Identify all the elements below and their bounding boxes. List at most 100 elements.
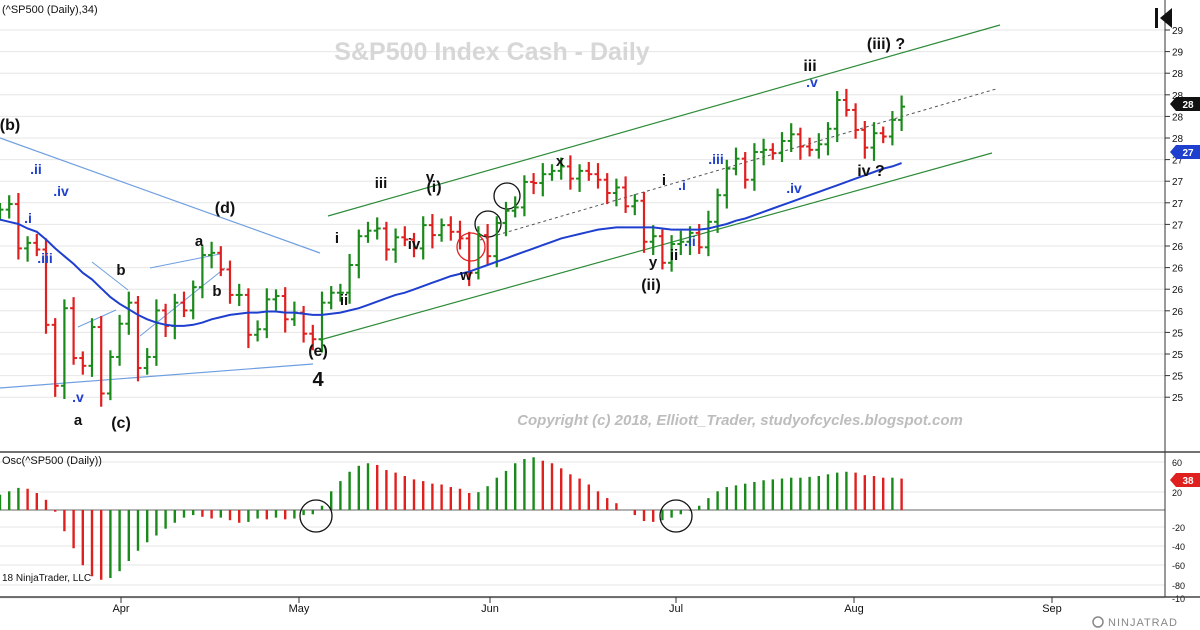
- wave-label[interactable]: .v: [72, 389, 84, 405]
- price-bar: [42, 238, 50, 334]
- wave-label[interactable]: .iii: [37, 250, 53, 266]
- price-tick-label: 27: [1172, 177, 1184, 188]
- price-tick-label: 28: [1172, 91, 1184, 102]
- price-bar: [511, 196, 519, 218]
- price-bar: [806, 137, 814, 157]
- price-bar: [879, 126, 887, 144]
- price-bar: [484, 224, 492, 266]
- wave-label[interactable]: .v: [806, 74, 818, 90]
- wave-label[interactable]: w: [459, 267, 472, 284]
- price-bar: [254, 320, 262, 342]
- channel-lower-line[interactable]: [319, 152, 993, 341]
- channel-upper-line[interactable]: [327, 24, 1001, 217]
- price-bar: [97, 315, 105, 407]
- wave-label[interactable]: b: [116, 262, 125, 279]
- osc-tick-label: -20: [1172, 523, 1185, 533]
- wave-label[interactable]: (ii): [641, 277, 661, 294]
- price-bar: [732, 147, 740, 176]
- copyright-label: 18 NinjaTrader, LLC: [2, 573, 91, 584]
- price-bar: [180, 291, 188, 318]
- price-bar: [612, 178, 620, 207]
- price-pane-background: [0, 0, 1165, 452]
- highlight-circle-red[interactable]: [456, 232, 486, 262]
- wave-label[interactable]: iv: [408, 236, 421, 253]
- wave-label[interactable]: (d): [215, 200, 235, 217]
- wave-label[interactable]: .ii: [30, 161, 42, 177]
- price-bar: [189, 280, 197, 320]
- osc-circle-1[interactable]: [299, 499, 333, 533]
- price-bar: [346, 253, 354, 304]
- wave-label[interactable]: (e): [308, 343, 328, 360]
- wave-label[interactable]: y: [649, 254, 658, 271]
- x-axis-label: Jun: [481, 603, 499, 615]
- svg-text:38: 38: [1182, 476, 1194, 487]
- price-bar: [327, 286, 335, 310]
- price-bar: [741, 152, 749, 189]
- price-tick-label: 28: [1172, 134, 1184, 145]
- osc-value-tag: 38: [1170, 473, 1200, 487]
- chart-watermark: S&P500 Index Cash - Daily: [334, 38, 650, 66]
- price-bar: [474, 226, 482, 280]
- wave-label[interactable]: .i: [24, 210, 32, 226]
- wave-label[interactable]: v: [426, 169, 435, 186]
- price-bar: [392, 228, 400, 263]
- triangle-lower-line[interactable]: [0, 363, 314, 389]
- price-bar: [530, 173, 538, 195]
- price-bar: [14, 193, 22, 260]
- wave-label[interactable]: i: [662, 172, 666, 189]
- wave-label[interactable]: ii: [670, 247, 678, 264]
- wave-label[interactable]: b: [212, 283, 221, 300]
- wave-label[interactable]: 4: [312, 369, 324, 391]
- wave-label[interactable]: .iv: [53, 183, 69, 199]
- wave-label[interactable]: .iii: [708, 151, 724, 167]
- price-bar: [438, 218, 446, 242]
- price-bar: [622, 176, 630, 213]
- osc-tick-label: -40: [1172, 542, 1185, 552]
- price-tick-label: 25: [1172, 372, 1184, 383]
- inner-triangle-line-4[interactable]: [149, 253, 221, 269]
- inner-triangle-line-1[interactable]: [77, 309, 117, 328]
- price-bar: [548, 164, 556, 181]
- wave-label[interactable]: (iii) ?: [867, 36, 905, 53]
- price-tick-label: 25: [1172, 328, 1184, 339]
- price-bar: [631, 194, 639, 216]
- price-bar: [309, 324, 317, 351]
- wave-label[interactable]: (b): [0, 117, 20, 134]
- price-bar: [88, 318, 96, 377]
- price-bar: [134, 296, 142, 382]
- wave-label[interactable]: (c): [111, 415, 131, 432]
- price-tick-label: 26: [1172, 307, 1184, 318]
- wave-label[interactable]: (i): [426, 179, 441, 196]
- wave-label[interactable]: a: [74, 412, 83, 429]
- price-bar: [815, 133, 823, 159]
- svg-text:28: 28: [1182, 100, 1194, 111]
- wave-label[interactable]: .ii: [684, 233, 696, 249]
- price-bar: [410, 232, 418, 258]
- wave-label[interactable]: iv ?: [857, 163, 885, 180]
- wave-label[interactable]: x: [556, 153, 565, 170]
- triangle-upper-line[interactable]: [0, 137, 321, 254]
- wave-label[interactable]: iii: [375, 175, 388, 192]
- wave-label[interactable]: ii: [340, 292, 348, 309]
- wave-label[interactable]: .i: [678, 177, 686, 193]
- price-bar: [870, 122, 878, 161]
- price-bar: [51, 318, 59, 397]
- price-bar: [116, 314, 124, 366]
- price-bar: [898, 95, 906, 131]
- collapse-panel-icon[interactable]: [1155, 8, 1172, 28]
- price-bar: [152, 299, 160, 366]
- wave-label[interactable]: iii: [803, 58, 816, 75]
- wave-label[interactable]: i: [335, 230, 339, 247]
- wave-label[interactable]: a: [195, 233, 204, 250]
- price-bar: [566, 155, 574, 190]
- price-tick-label: 28: [1172, 69, 1184, 80]
- price-bar: [5, 195, 13, 219]
- osc-tick-label: -10: [1172, 594, 1185, 604]
- osc-circle-2[interactable]: [659, 499, 693, 533]
- price-bar: [677, 230, 685, 256]
- inner-triangle-line-2[interactable]: [91, 261, 129, 291]
- wave-label[interactable]: .iv: [786, 180, 802, 196]
- osc-tick-label: -80: [1172, 581, 1185, 591]
- ninjatrader-logo: NINJATRAD: [1092, 616, 1177, 629]
- ma-value-tag: 27: [1170, 145, 1200, 159]
